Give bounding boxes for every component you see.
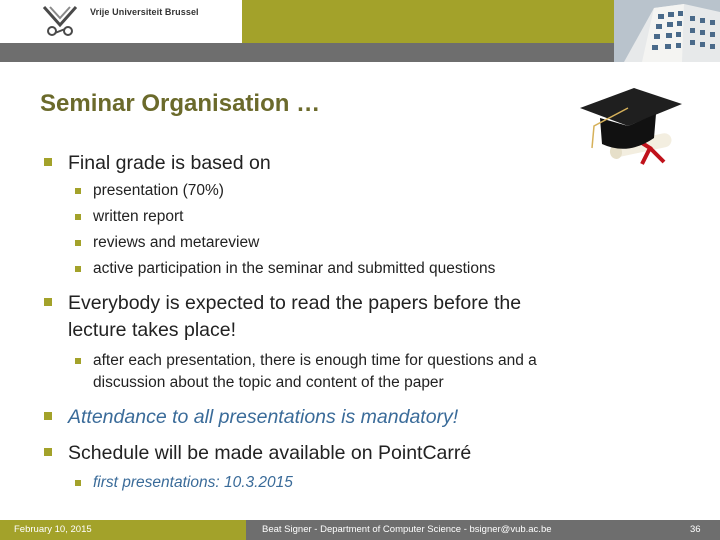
sub-bullet-text-line1: after each presentation, there is enough…	[93, 352, 537, 369]
bullet-marker	[44, 158, 52, 166]
building-photo	[614, 0, 720, 62]
bullet-text-line2: lecture takes place!	[68, 319, 237, 341]
sub-bullet-marker	[75, 480, 81, 486]
bullet-text: Final grade is based on	[68, 152, 271, 174]
bullet-text-line1: Everybody is expected to read the papers…	[68, 292, 522, 314]
logo-area: Vrije Universiteit Brussel	[0, 0, 242, 43]
slide-title: Seminar Organisation …	[40, 90, 321, 117]
sub-bullet-text: presentation (70%)	[93, 182, 224, 199]
footer-author: Beat Signer - Department of Computer Sci…	[262, 524, 552, 535]
bullet-marker	[44, 412, 52, 420]
bullet-text: Schedule will be made available on Point…	[68, 442, 472, 464]
bullet-marker	[44, 448, 52, 456]
sub-bullet-marker	[75, 358, 81, 364]
sub-bullet-text-italic: first presentations: 10.3.2015	[93, 474, 293, 491]
header-stripe	[0, 43, 720, 62]
page-number: 36	[690, 524, 701, 535]
sub-bullet-marker	[75, 214, 81, 220]
sub-bullet-marker	[75, 240, 81, 246]
footer-date: February 10, 2015	[14, 524, 92, 535]
sub-bullet-text: active participation in the seminar and …	[93, 260, 496, 277]
footer-right-bar	[246, 520, 720, 540]
sub-bullet-text: written report	[93, 208, 184, 225]
bullet-marker	[44, 298, 52, 306]
sub-bullet-marker	[75, 188, 81, 194]
bullet-text-italic: Attendance to all presentations is manda…	[68, 406, 459, 428]
sub-bullet-text: reviews and metareview	[93, 234, 260, 251]
sub-bullet-text-line2: discussion about the topic and content o…	[93, 374, 444, 391]
graduation-cap-icon	[580, 88, 682, 165]
university-name: Vrije Universiteit Brussel	[90, 7, 199, 17]
footer-left-bar	[0, 520, 246, 540]
sub-bullet-marker	[75, 266, 81, 272]
vub-logo-icon	[42, 6, 78, 36]
